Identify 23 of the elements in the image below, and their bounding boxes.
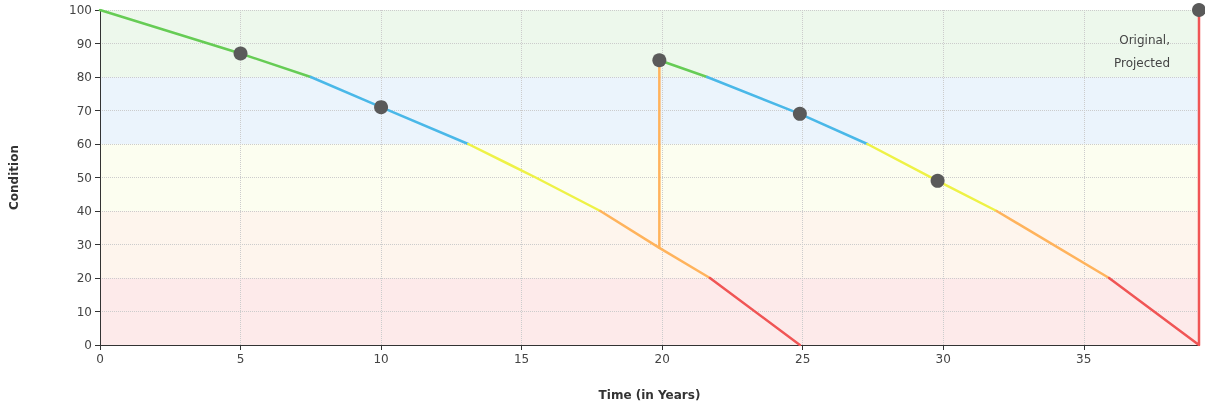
y-tick-label: 30: [76, 237, 92, 252]
y-tick-label: 0: [84, 338, 92, 352]
x-tick-label: 25: [795, 352, 811, 366]
y-axis-title: Condition: [7, 145, 21, 210]
y-tick-label: 80: [76, 70, 92, 84]
y-tick-label: 70: [76, 103, 92, 118]
y-tick-label: 50: [76, 170, 92, 185]
y-tick-label: 60: [76, 137, 92, 151]
x-tick-label: 30: [935, 352, 951, 366]
x-tick-label: 15: [513, 352, 530, 366]
x-tick-label: 20: [654, 352, 670, 366]
y-tick-label: 100: [69, 3, 92, 17]
x-tick-label: 5: [236, 352, 245, 366]
annotation: Projected: [1113, 56, 1171, 70]
x-axis-title: Time (in Years): [598, 388, 701, 402]
x-tick-label: 0: [96, 352, 104, 366]
x-tick-label: 35: [1076, 352, 1092, 366]
y-tick-label: 90: [76, 36, 92, 51]
y-tick-label: 20: [76, 271, 92, 285]
x-tick-label: 10: [373, 352, 389, 366]
y-tick-label: 10: [76, 304, 92, 319]
annotation: Original,: [1119, 33, 1171, 47]
y-tick-label: 40: [76, 204, 92, 218]
